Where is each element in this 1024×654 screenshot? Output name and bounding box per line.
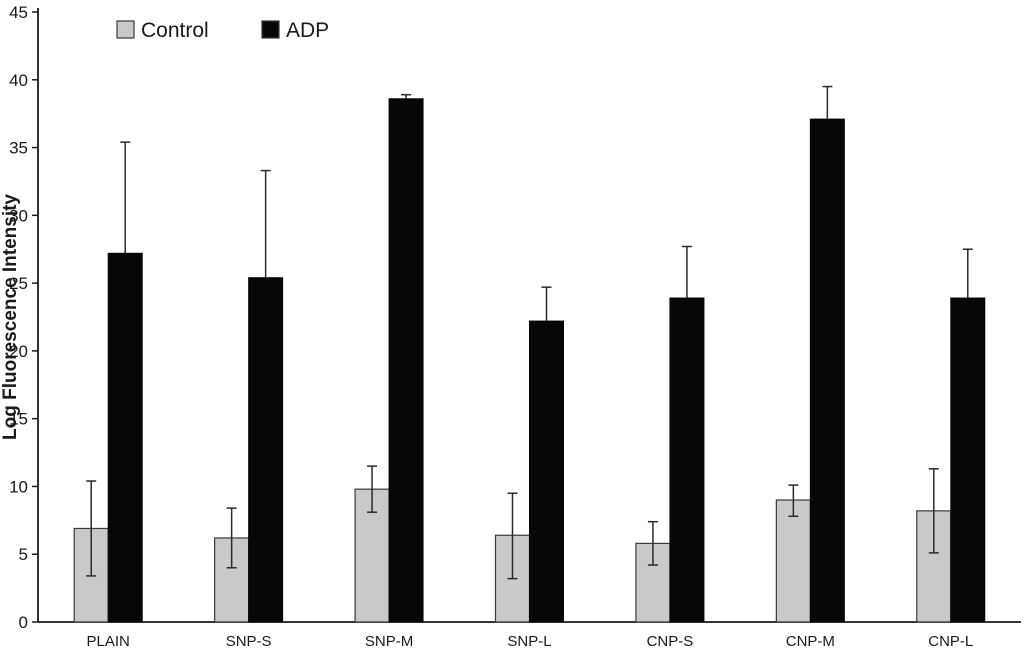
legend-label-control: Control bbox=[141, 19, 209, 42]
bar-adp-SNP-L bbox=[529, 320, 564, 623]
y-axis-title: Log Fluorescence Intensity bbox=[0, 194, 21, 440]
legend-swatch-control bbox=[116, 20, 135, 39]
legend-label-adp: ADP bbox=[286, 19, 329, 42]
x-category-label: SNP-L bbox=[507, 633, 551, 650]
y-tick-label: 15 bbox=[9, 410, 28, 429]
y-tick-label: 35 bbox=[9, 139, 28, 158]
bar-adp-CNP-S bbox=[669, 297, 705, 623]
bar-adp-PLAIN bbox=[107, 252, 143, 623]
x-category-label: SNP-M bbox=[365, 633, 413, 650]
x-category-label: SNP-S bbox=[226, 633, 272, 650]
y-tick-label: 40 bbox=[9, 71, 28, 90]
x-category-label: CNP-M bbox=[786, 633, 835, 650]
y-tick-label: 10 bbox=[9, 477, 28, 496]
y-tick-label: 45 bbox=[9, 3, 28, 22]
bar-adp-SNP-S bbox=[248, 277, 284, 623]
x-category-label: CNP-L bbox=[928, 633, 973, 650]
legend-swatch-adp bbox=[261, 20, 280, 39]
y-tick-label: 20 bbox=[9, 342, 28, 361]
bar-adp-SNP-M bbox=[388, 98, 424, 623]
x-category-label: PLAIN bbox=[87, 633, 130, 650]
legend: Control ADP bbox=[116, 19, 329, 42]
bar-adp-CNP-L bbox=[950, 297, 986, 623]
y-tick-label: 5 bbox=[19, 545, 28, 564]
y-tick-label: 25 bbox=[9, 274, 28, 293]
y-tick-label: 0 bbox=[19, 613, 28, 632]
y-tick-label: 30 bbox=[9, 206, 28, 225]
x-category-label: CNP-S bbox=[647, 633, 694, 650]
bar-adp-CNP-M bbox=[809, 118, 845, 623]
bar-control-CNP-M bbox=[775, 499, 811, 623]
